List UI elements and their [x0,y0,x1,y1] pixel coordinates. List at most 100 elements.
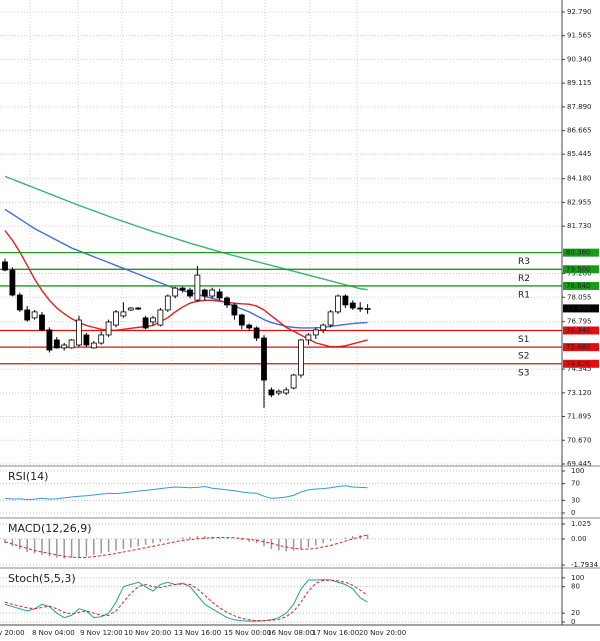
candle-body [364,308,371,310]
level-name: R2 [518,274,530,284]
x-tick-label: 17 Nov 16:00 [312,629,359,637]
x-tick-label: v 20:00 [0,629,25,637]
candle-body [98,334,105,344]
y-tick-label: 100 [571,467,584,475]
y-tick-label: -1.7934 [571,561,599,569]
candle-body [150,317,156,323]
candle-body [209,289,216,297]
candle-body [31,311,38,319]
y-tick-label: 85.445 [567,150,592,158]
x-tick-label: 15 Nov 00:00 [224,629,271,637]
x-tick-label: 20 Nov 20:00 [359,629,406,637]
candle-body [194,274,201,301]
candle-body [61,344,68,349]
y-tick-label: 30 [571,496,580,504]
y-tick-label: 0 [571,509,575,517]
indicator-line [4,485,368,501]
y-tick-label: 0.00 [571,535,587,543]
candle-body [76,319,82,346]
candle-body [164,295,171,311]
level-box [563,248,599,257]
candle-body [290,374,297,389]
candle-body [120,311,127,317]
y-tick-label: 20 [571,609,580,617]
candle-body [157,309,164,326]
indicator-line [4,534,368,559]
candle-body [2,261,8,271]
y-tick-label: 70.670 [567,436,592,444]
y-tick-label: 76.795 [567,318,592,326]
level-label: 78.640 [566,282,591,290]
candle-body [327,311,334,326]
y-tick-label: 86.665 [567,127,592,135]
level-box [563,281,599,290]
y-tick-label: 91.565 [567,32,592,40]
level-name: S3 [518,368,529,378]
x-tick-label: 10 Nov 20:00 [124,629,171,637]
candle-body [357,307,364,310]
candle-body [53,339,60,349]
candle-body [253,327,260,339]
moving-average [4,208,368,329]
candle-body [16,294,23,311]
level-box [563,326,599,335]
candle-body [320,324,327,331]
y-tick-label: 87.890 [567,103,592,111]
level-box [563,343,599,352]
candle-body [261,337,267,381]
pane-title: MACD(12,26,9) [8,522,92,535]
y-tick-label: 70 [571,480,580,488]
level-box [563,265,599,274]
indicator-line [4,579,368,622]
candle-body [172,287,179,297]
y-tick-label: 79.280 [567,270,592,278]
level-name: R1 [518,290,530,300]
candle-body [268,389,275,396]
pane-title: Stoch(5,5,3) [8,572,76,585]
candle-body [105,321,112,336]
candle-body [90,342,97,349]
x-tick-label: 8 Nov 04:00 [32,629,75,637]
candle-body [283,389,290,394]
candle-body [298,339,304,376]
candle-body [349,302,356,309]
y-tick-label: 82.955 [567,198,592,206]
y-tick-label: 74.345 [567,365,592,373]
candle-body [142,317,149,329]
candle-body [135,307,142,310]
y-tick-label: 69.445 [567,460,592,468]
y-tick-label: 78.055 [567,293,592,301]
candle-body [83,334,90,346]
candle-body [335,295,341,313]
level-name: S1 [518,335,529,345]
y-tick-label: 92.790 [567,8,592,16]
candle-body [275,390,282,394]
level-label: 76.340 [566,326,591,334]
candle-body [46,329,53,351]
x-tick-label: 16 Nov 08:00 [267,629,314,637]
level-label: 75.480 [566,343,591,351]
x-tick-label: 9 Nov 12:00 [80,629,123,637]
candle-body [216,291,223,299]
candle-body [9,269,16,296]
level-name: R3 [518,257,530,267]
y-tick-label: 80 [571,583,580,591]
current-price-box [563,304,599,313]
y-tick-label: 71.895 [567,413,592,421]
y-tick-label: 89.115 [567,79,592,87]
candle-body [231,304,238,316]
level-label: 80.360 [566,249,591,257]
candle-body [342,295,349,306]
indicator-line [4,579,368,622]
level-label: 74.620 [566,360,591,368]
candle-body [246,324,253,329]
candle-body [238,314,245,326]
moving-average [4,175,368,291]
y-tick-label: 1.025 [571,520,591,528]
current-price-label: 77.480 [566,304,591,312]
candle-body [201,289,208,297]
candle-body [113,311,119,326]
x-tick-label: 13 Nov 16:00 [174,629,221,637]
